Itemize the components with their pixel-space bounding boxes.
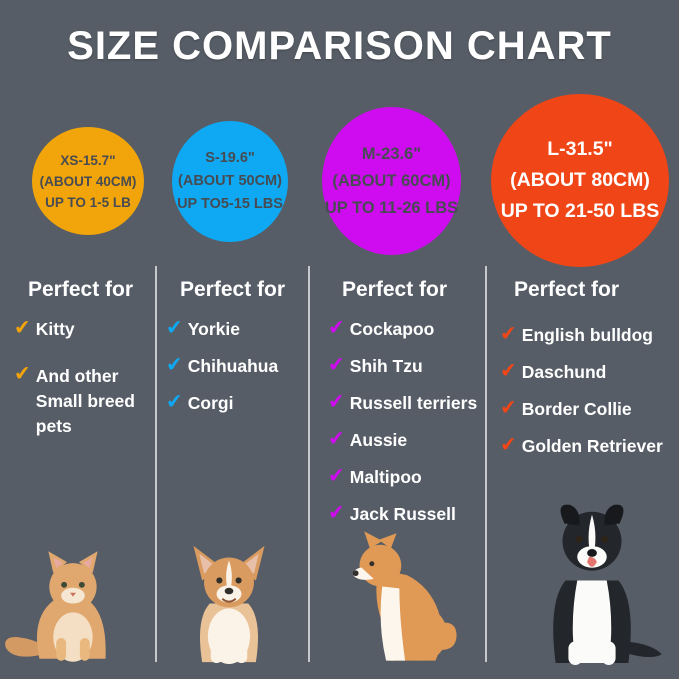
shiba-inu-image [350, 527, 464, 665]
check-icon: ✔ [499, 396, 518, 420]
pet-label: Golden Retriever [521, 436, 663, 456]
pet-label: Corgi [187, 393, 234, 413]
pet-label: Kitty [35, 319, 75, 339]
check-icon: ✔ [165, 316, 184, 340]
size-cm: (ABOUT 80CM) [510, 169, 650, 191]
pet-list: ✔ English bulldog ✔ Daschund ✔ Border Co… [499, 322, 674, 457]
list-item: ✔ Kitty [13, 316, 156, 340]
chart-title: SIZE COMPARISON CHART [67, 24, 612, 68]
pet-list: ✔ Kitty ✔ And other Small breed pets [13, 316, 156, 439]
list-item: ✔ Chihuahua [165, 353, 306, 377]
list-item: ✔ Cockapoo [327, 316, 482, 340]
list-item: ✔ Daschund [499, 359, 674, 383]
pet-label: Maltipoo [349, 467, 422, 487]
pet-label: Jack Russell [349, 504, 456, 524]
list-item: ✔ Jack Russell [327, 501, 482, 525]
size-cm: (ABOUT 50CM) [178, 173, 282, 189]
list-item: ✔ Russell terriers [327, 390, 482, 414]
list-item: ✔ Yorkie [165, 316, 306, 340]
check-icon: ✔ [327, 501, 346, 525]
pet-label: English bulldog [521, 325, 653, 345]
list-item: ✔ Border Collie [499, 396, 674, 420]
check-icon: ✔ [327, 390, 346, 414]
column-xs: Perfect for ✔ Kitty ✔ And other Small br… [13, 278, 156, 454]
list-item: ✔ English bulldog [499, 322, 674, 346]
pet-label: Aussie [349, 430, 408, 450]
check-icon: ✔ [13, 362, 32, 386]
perfect-for-heading: Perfect for [514, 278, 620, 301]
border-collie-image [518, 494, 666, 666]
pet-label: Chihuahua [187, 356, 279, 376]
size-label: M-23.6" [361, 144, 422, 163]
check-icon: ✔ [13, 316, 32, 340]
list-item: ✔ Golden Retriever [499, 433, 674, 457]
pet-label: Daschund [521, 362, 607, 382]
perfect-for-heading: Perfect for [28, 278, 134, 301]
check-icon: ✔ [165, 390, 184, 414]
column-divider [155, 266, 157, 662]
size-circle-m: M-23.6" (ABOUT 60CM) UP TO 11-26 LBS [322, 107, 461, 255]
column-divider [308, 266, 310, 662]
pet-label: Shih Tzu [349, 356, 423, 376]
size-weight: UP TO 11-26 LBS [324, 198, 459, 217]
size-circle-s: S-19.6" (ABOUT 50CM) UP TO5-15 LBS [172, 121, 288, 242]
pet-list: ✔ Yorkie ✔ Chihuahua ✔ Corgi [165, 316, 306, 414]
list-item: ✔ Maltipoo [327, 464, 482, 488]
pet-label: Yorkie [187, 319, 240, 339]
check-icon: ✔ [327, 464, 346, 488]
check-icon: ✔ [499, 359, 518, 383]
ginger-cat-image [2, 548, 140, 664]
pet-label: Border Collie [521, 399, 632, 419]
size-weight: UP TO 1-5 LB [45, 194, 131, 210]
check-icon: ✔ [327, 316, 346, 340]
list-item: ✔ Aussie [327, 427, 482, 451]
check-icon: ✔ [499, 433, 518, 457]
list-item: ✔ Corgi [165, 390, 306, 414]
pet-label: And other Small breed pets [35, 366, 135, 436]
list-item: ✔ Shih Tzu [327, 353, 482, 377]
size-weight: UP TO5-15 LBS [177, 196, 283, 212]
size-circle-l: L-31.5" (ABOUT 80CM) UP TO 21-50 LBS [491, 94, 669, 267]
column-m: Perfect for ✔ Cockapoo ✔ Shih Tzu ✔ Russ… [327, 278, 482, 540]
pet-list: ✔ Cockapoo ✔ Shih Tzu ✔ Russell terriers… [327, 316, 482, 525]
column-divider [485, 266, 487, 662]
list-item: ✔ And other Small breed pets [13, 362, 156, 439]
size-label: XS-15.7" [60, 152, 116, 168]
size-weight: UP TO 21-50 LBS [500, 200, 660, 222]
size-label: S-19.6" [205, 150, 255, 166]
size-label: L-31.5" [547, 138, 613, 160]
pet-label: Cockapoo [349, 319, 435, 339]
check-icon: ✔ [165, 353, 184, 377]
size-circle-xs: XS-15.7" (ABOUT 40CM) UP TO 1-5 LB [32, 127, 144, 235]
size-cm: (ABOUT 60CM) [332, 171, 451, 190]
pet-label: Russell terriers [349, 393, 478, 413]
size-cm: (ABOUT 40CM) [39, 173, 137, 189]
perfect-for-heading: Perfect for [180, 278, 286, 301]
column-l: Perfect for ✔ English bulldog ✔ Daschund… [499, 278, 674, 472]
check-icon: ✔ [327, 353, 346, 377]
check-icon: ✔ [327, 427, 346, 451]
column-s: Perfect for ✔ Yorkie ✔ Chihuahua ✔ Corgi [165, 278, 306, 429]
check-icon: ✔ [499, 322, 518, 346]
perfect-for-heading: Perfect for [342, 278, 448, 301]
corgi-image [181, 542, 277, 666]
